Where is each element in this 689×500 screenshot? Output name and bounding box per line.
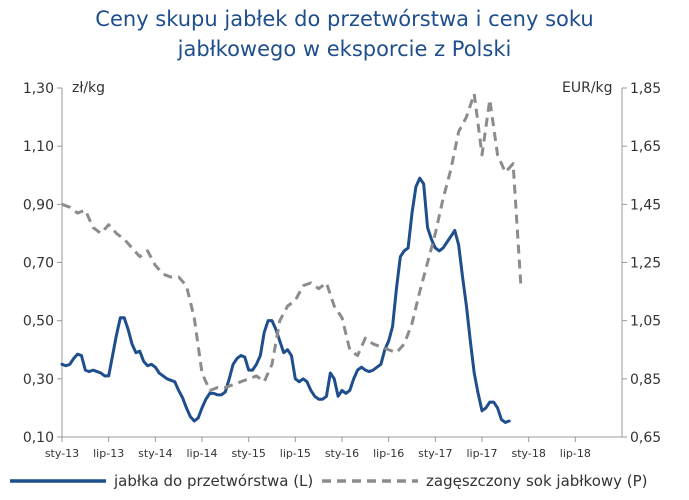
series-line-apples (60, 176, 511, 424)
x-tick-label: lip-15 (280, 447, 311, 460)
right-tick-label: 0,85 (630, 372, 661, 388)
x-tick-label: sty-16 (325, 447, 359, 460)
right-tick-label: 1,65 (630, 139, 661, 155)
right-tick-label: 1,05 (630, 314, 661, 330)
x-tick-label: lip-17 (466, 447, 497, 460)
axes: 0,10 0,65 0,30 0,85 0,50 1,05 0,70 1,25 0,90 1,45… (23, 81, 661, 460)
left-tick-label: 1,30 (23, 81, 54, 97)
x-tick-label: sty-15 (232, 447, 266, 460)
left-tick-label: 0,90 (23, 197, 54, 213)
series-line-juice (61, 92, 523, 392)
chart-title-line-2: jabłkowego w eksporcie z Polski (177, 37, 512, 61)
right-tick-label: 1,45 (630, 197, 661, 213)
legend: jabłka do przetwórstwa (L) zagęszczony s… (10, 472, 648, 490)
left-tick-label: 0,10 (23, 430, 54, 446)
left-axis-unit: zł/kg (72, 80, 105, 96)
right-tick-label: 1,85 (630, 81, 661, 97)
x-tick-label: sty-14 (138, 447, 172, 460)
legend-label-juice: zagęszczony sok jabłkowy (P) (426, 472, 648, 490)
x-tick-label: sty-13 (45, 447, 79, 460)
x-tick-label: lip-16 (373, 447, 404, 460)
x-tick-label: lip-13 (93, 447, 124, 460)
x-tick-label: lip-14 (186, 447, 217, 460)
right-tick-label: 0,65 (630, 430, 661, 446)
right-tick-label: 1,25 (630, 256, 661, 272)
x-tick-label: lip-18 (560, 447, 591, 460)
legend-label-apples: jabłka do przetwórstwa (L) (113, 472, 313, 490)
left-tick-label: 1,10 (23, 139, 54, 155)
x-tick-label: sty-18 (512, 447, 546, 460)
right-axis-unit: EUR/kg (562, 80, 613, 96)
left-tick-label: 0,70 (23, 256, 54, 272)
series-lines (60, 92, 523, 424)
x-tick-label: sty-17 (418, 447, 452, 460)
left-tick-label: 0,50 (23, 314, 54, 330)
chart-title-line-1: Ceny skupu jabłek do przetwórstwa i ceny… (95, 7, 593, 31)
left-tick-label: 0,30 (23, 372, 54, 388)
